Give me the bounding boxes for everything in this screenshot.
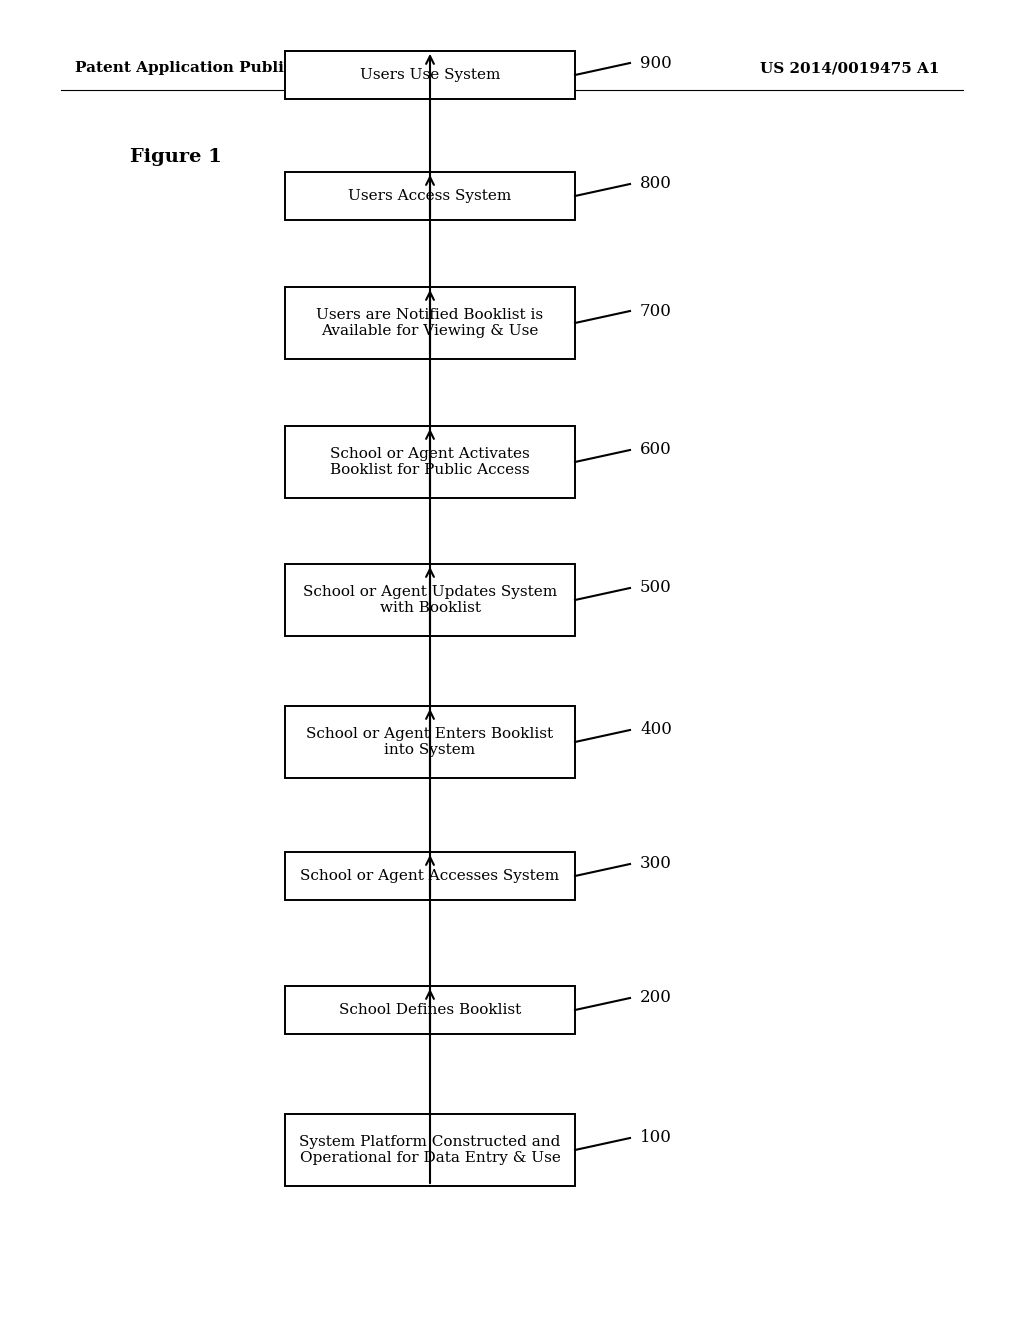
Text: School or Agent Updates System
with Booklist: School or Agent Updates System with Book… xyxy=(303,585,557,615)
Text: US 2014/0019475 A1: US 2014/0019475 A1 xyxy=(761,61,940,75)
Text: 400: 400 xyxy=(640,722,672,738)
Text: School Defines Booklist: School Defines Booklist xyxy=(339,1003,521,1016)
Text: School or Agent Enters Booklist
into System: School or Agent Enters Booklist into Sys… xyxy=(306,727,554,758)
Text: 500: 500 xyxy=(640,579,672,597)
Text: Figure 1: Figure 1 xyxy=(130,148,222,166)
Text: 800: 800 xyxy=(640,176,672,193)
Text: System Platform Constructed and
Operational for Data Entry & Use: System Platform Constructed and Operatio… xyxy=(299,1135,561,1166)
Text: School or Agent Activates
Booklist for Public Access: School or Agent Activates Booklist for P… xyxy=(330,447,529,477)
FancyBboxPatch shape xyxy=(285,172,575,220)
FancyBboxPatch shape xyxy=(285,51,575,99)
Text: Jan. 16, 2014  Sheet 1 of 4: Jan. 16, 2014 Sheet 1 of 4 xyxy=(317,61,543,75)
Text: 200: 200 xyxy=(640,990,672,1006)
Text: 300: 300 xyxy=(640,855,672,873)
FancyBboxPatch shape xyxy=(285,426,575,498)
Text: 700: 700 xyxy=(640,302,672,319)
Text: Users are Notified Booklist is
Available for Viewing & Use: Users are Notified Booklist is Available… xyxy=(316,308,544,338)
Text: 100: 100 xyxy=(640,1130,672,1147)
Text: Users Access System: Users Access System xyxy=(348,189,512,203)
FancyBboxPatch shape xyxy=(285,564,575,636)
Text: Patent Application Publication: Patent Application Publication xyxy=(75,61,337,75)
Text: 600: 600 xyxy=(640,441,672,458)
FancyBboxPatch shape xyxy=(285,851,575,900)
FancyBboxPatch shape xyxy=(285,286,575,359)
FancyBboxPatch shape xyxy=(285,1114,575,1185)
FancyBboxPatch shape xyxy=(285,986,575,1034)
Text: School or Agent Accesses System: School or Agent Accesses System xyxy=(300,869,559,883)
Text: Users Use System: Users Use System xyxy=(359,69,500,82)
FancyBboxPatch shape xyxy=(285,706,575,777)
Text: 900: 900 xyxy=(640,54,672,71)
